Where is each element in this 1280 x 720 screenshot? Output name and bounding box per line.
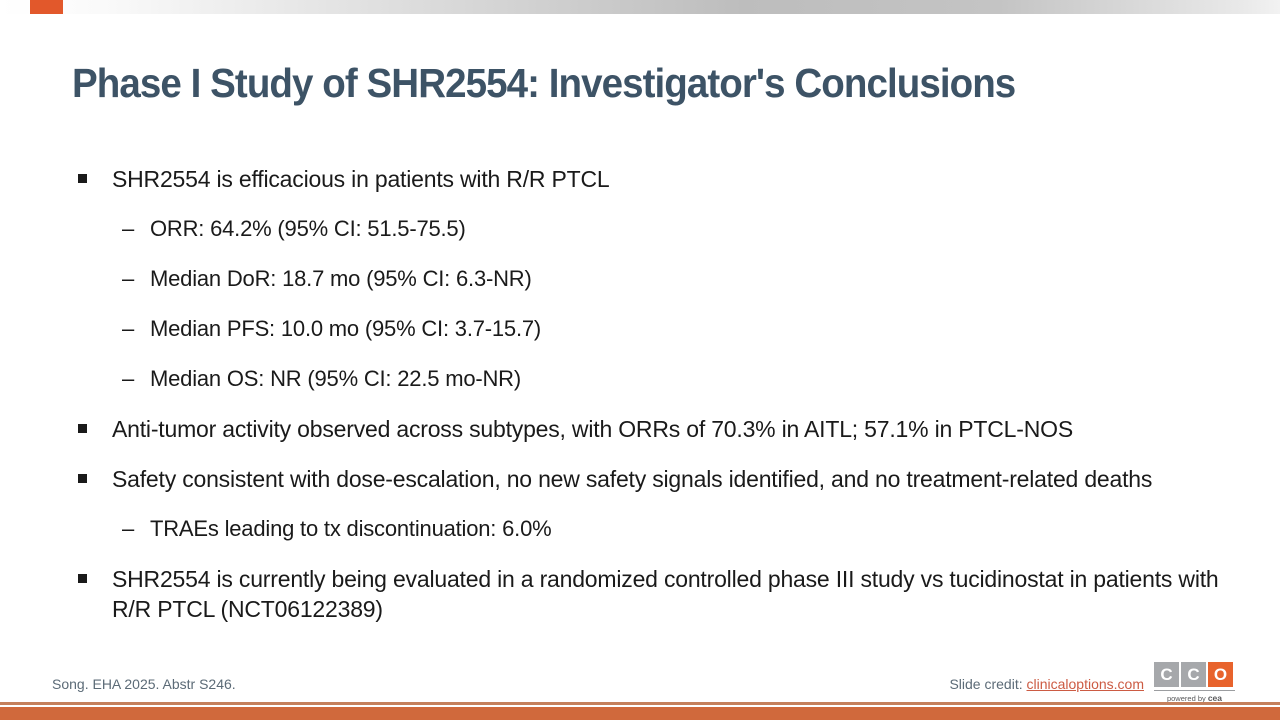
bottom-accent-bar <box>0 707 1280 720</box>
logo-letter-c1: C <box>1154 662 1179 687</box>
sub-bullet-item: – Median DoR: 18.7 mo (95% CI: 6.3-NR) <box>122 264 1228 294</box>
credit-link[interactable]: clinicaloptions.com <box>1026 676 1145 692</box>
sub-bullet-item: – Median PFS: 10.0 mo (95% CI: 3.7-15.7) <box>122 314 1228 344</box>
slide-title: Phase I Study of SHR2554: Investigator's… <box>72 60 1016 106</box>
bullet-list: SHR2554 is efficacious in patients with … <box>76 164 1228 644</box>
sub-bullet-item: – TRAEs leading to tx discontinuation: 6… <box>122 514 1228 544</box>
dash-bullet-icon: – <box>122 266 135 291</box>
bullet-text: Anti-tumor activity observed across subt… <box>112 416 1073 442</box>
footer-source-citation: Song. EHA 2025. Abstr S246. <box>52 676 236 692</box>
bullet-item: Anti-tumor activity observed across subt… <box>76 414 1228 444</box>
cco-logo: C C O powered by cea <box>1154 662 1235 703</box>
cco-logo-squares: C C O <box>1154 662 1235 687</box>
logo-tagline: powered by cea <box>1154 690 1235 703</box>
dash-bullet-icon: – <box>122 316 135 341</box>
square-bullet-icon <box>78 474 87 483</box>
tagline-brand: cea <box>1207 693 1223 703</box>
sub-bullet-item: – Median OS: NR (95% CI: 22.5 mo-NR) <box>122 364 1228 394</box>
bullet-item: SHR2554 is efficacious in patients with … <box>76 164 1228 194</box>
top-accent-square <box>30 0 63 14</box>
top-gradient-bar <box>0 0 1280 14</box>
credit-label: Slide credit: <box>949 676 1027 692</box>
sub-bullet-text: Median DoR: 18.7 mo (95% CI: 6.3-NR) <box>150 266 532 291</box>
bullet-item: Safety consistent with dose-escalation, … <box>76 464 1228 494</box>
bullet-text: Safety consistent with dose-escalation, … <box>112 466 1153 492</box>
bullet-text: SHR2554 is currently being evaluated in … <box>112 566 1219 622</box>
sub-bullet-text: Median OS: NR (95% CI: 22.5 mo-NR) <box>150 366 521 391</box>
sub-bullet-item: – ORR: 64.2% (95% CI: 51.5-75.5) <box>122 214 1228 244</box>
slide-credit: Slide credit: clinicaloptions.com <box>949 676 1144 692</box>
bullet-item: SHR2554 is currently being evaluated in … <box>76 564 1228 624</box>
square-bullet-icon <box>78 174 87 183</box>
bullet-text: SHR2554 is efficacious in patients with … <box>112 166 610 192</box>
bottom-rule <box>0 702 1280 705</box>
logo-letter-c2: C <box>1181 662 1206 687</box>
dash-bullet-icon: – <box>122 216 135 241</box>
sub-bullet-text: TRAEs leading to tx discontinuation: 6.0… <box>150 516 552 541</box>
sub-bullet-text: ORR: 64.2% (95% CI: 51.5-75.5) <box>150 216 466 241</box>
logo-letter-o: O <box>1208 662 1233 687</box>
square-bullet-icon <box>78 424 87 433</box>
sub-bullet-text: Median PFS: 10.0 mo (95% CI: 3.7-15.7) <box>150 316 542 341</box>
dash-bullet-icon: – <box>122 516 135 541</box>
tagline-prefix: powered by <box>1166 694 1208 703</box>
square-bullet-icon <box>78 574 87 583</box>
dash-bullet-icon: – <box>122 366 135 391</box>
